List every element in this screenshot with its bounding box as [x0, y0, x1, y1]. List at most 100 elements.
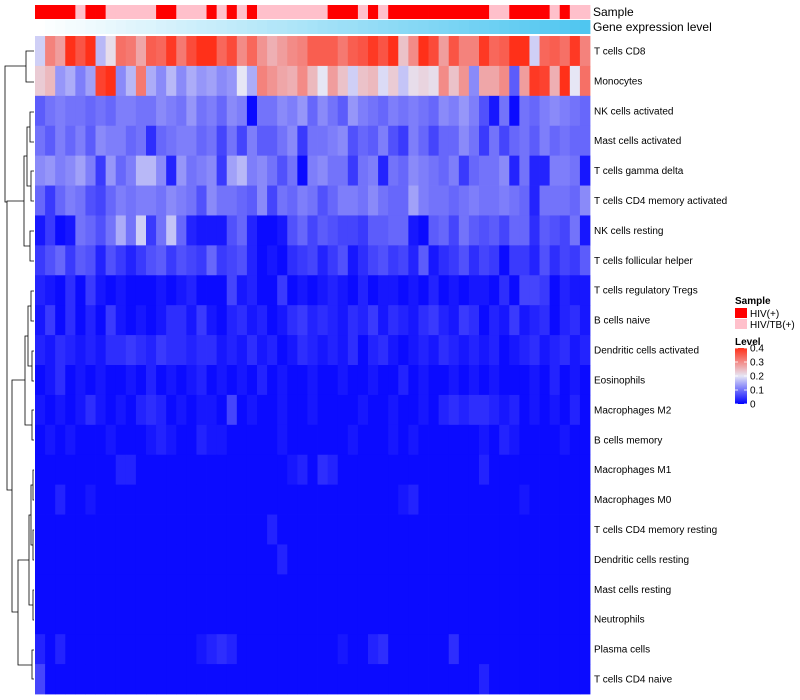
- heatmap-cell: [186, 514, 197, 545]
- heatmap-cell: [378, 36, 389, 67]
- heatmap-cell: [267, 155, 278, 186]
- heatmap-cell: [458, 335, 470, 366]
- sample-annotation-cell: [549, 5, 561, 19]
- heatmap-cell: [206, 305, 218, 336]
- heatmap-cell: [408, 125, 419, 157]
- heatmap-cell: [115, 574, 127, 605]
- heatmap-cell: [267, 454, 278, 486]
- sample-annotation-cell: [257, 5, 268, 19]
- heatmap-cell: [438, 125, 450, 157]
- heatmap-cell: [277, 305, 288, 336]
- heatmap-cell: [196, 634, 207, 665]
- heatmap-cell: [95, 394, 107, 426]
- heatmap-cell: [499, 634, 510, 665]
- heatmap-cell: [357, 664, 369, 695]
- heatmap-cell: [55, 335, 66, 366]
- heatmap-cell: [146, 365, 157, 396]
- heatmap-cell: [146, 574, 157, 605]
- heatmap-cell: [277, 215, 288, 246]
- heatmap-cell: [357, 95, 369, 127]
- heatmap-cell: [327, 604, 339, 635]
- heatmap-cell: [257, 394, 268, 426]
- heatmap-cell: [418, 544, 429, 575]
- heatmap-cell: [166, 215, 177, 246]
- heatmap-cell: [257, 185, 268, 216]
- heatmap-cell: [499, 604, 510, 635]
- heatmap-cell: [135, 185, 147, 216]
- heatmap-cell: [529, 454, 540, 486]
- heatmap-cell: [368, 544, 379, 575]
- heatmap-cell: [206, 95, 218, 127]
- heatmap-cell: [297, 394, 308, 426]
- heatmap-cell: [65, 634, 76, 665]
- heatmap-cell: [176, 394, 187, 426]
- heatmap-cell: [206, 454, 218, 486]
- heatmap-cell: [277, 65, 288, 97]
- heatmap-cell: [297, 544, 308, 575]
- level-tick-label: 0.4: [750, 344, 764, 355]
- gene-expression-annotation-cell: [226, 20, 238, 34]
- heatmap-cell: [135, 65, 147, 97]
- heatmap-cell: [398, 604, 409, 635]
- heatmap-cell: [539, 394, 551, 426]
- heatmap-cell: [75, 394, 86, 426]
- heatmap-cell: [307, 215, 318, 246]
- heatmap-cell: [246, 245, 258, 276]
- heatmap-cell: [347, 185, 359, 216]
- sample-annotation-cell: [55, 5, 66, 19]
- heatmap-cell: [277, 514, 288, 545]
- heatmap-cell: [216, 394, 228, 426]
- sample-annotation-cell: [438, 5, 450, 19]
- heatmap-cell: [236, 155, 248, 186]
- heatmap-cell: [186, 634, 197, 665]
- heatmap-cell: [95, 454, 107, 486]
- row-label: B cells memory: [594, 435, 662, 446]
- heatmap-cell: [146, 155, 157, 186]
- heatmap-cell: [166, 305, 177, 336]
- heatmap-cell: [539, 664, 551, 695]
- heatmap-cell: [257, 65, 268, 97]
- heatmap-cell: [539, 245, 551, 276]
- heatmap-cell: [539, 574, 551, 605]
- heatmap-cell: [398, 484, 409, 515]
- heatmap-cell: [448, 365, 460, 396]
- heatmap-cell: [125, 664, 137, 695]
- heatmap-cell: [156, 36, 167, 67]
- heatmap-cell: [307, 365, 318, 396]
- heatmap-cell: [196, 245, 207, 276]
- heatmap-cell: [65, 484, 76, 515]
- heatmap-cell: [236, 275, 248, 306]
- heatmap-cell: [337, 394, 349, 426]
- heatmap-cell: [468, 275, 480, 306]
- heatmap-cell: [246, 424, 258, 456]
- heatmap-cell: [246, 275, 258, 306]
- heatmap-cell: [529, 215, 540, 246]
- heatmap-cell: [428, 275, 440, 306]
- heatmap-cell: [347, 305, 359, 336]
- heatmap-cell: [327, 65, 339, 97]
- heatmap-cell: [45, 634, 56, 665]
- heatmap-cell: [468, 365, 480, 396]
- heatmap-cell: [95, 424, 107, 456]
- heatmap-cell: [216, 454, 228, 486]
- heatmap-cell: [458, 634, 470, 665]
- heatmap-cell: [125, 335, 137, 366]
- heatmap-cell: [206, 365, 218, 396]
- heatmap-cell: [246, 514, 258, 545]
- gene-expression-annotation-cell: [267, 20, 278, 34]
- heatmap-cell: [186, 544, 197, 575]
- heatmap-cell: [519, 634, 530, 665]
- heatmap-cell: [287, 36, 298, 67]
- heatmap-cell: [569, 574, 581, 605]
- heatmap-cell: [559, 36, 571, 67]
- heatmap-cell: [479, 185, 490, 216]
- heatmap-cell: [448, 305, 460, 336]
- heatmap-cell: [529, 514, 540, 545]
- heatmap-cell: [75, 574, 86, 605]
- heatmap-cell: [489, 245, 500, 276]
- heatmap-cell: [579, 664, 591, 695]
- heatmap-cell: [559, 185, 571, 216]
- heatmap-cell: [378, 454, 389, 486]
- gene-expression-annotation-cell: [206, 20, 218, 34]
- heatmap-cell: [428, 634, 440, 665]
